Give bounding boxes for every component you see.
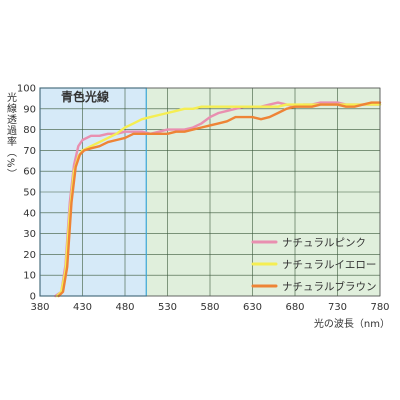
x-tick-label: 580 <box>200 302 219 313</box>
x-tick-label: 530 <box>158 302 177 313</box>
x-tick-label: 730 <box>328 302 347 313</box>
y-tick-label: 40 <box>23 208 36 219</box>
x-tick-label: 680 <box>285 302 304 313</box>
y-tick-label: 50 <box>23 188 36 199</box>
x-tick-label: 480 <box>115 302 134 313</box>
series-line-1 <box>54 101 382 298</box>
x-tick-label: 430 <box>73 302 92 313</box>
y-tick-label: 80 <box>23 125 36 136</box>
legend-label-2: ナチュラルイエロー <box>282 259 376 271</box>
legend-label-3: ナチュラルブラウン <box>282 280 377 293</box>
y-tick-label: 20 <box>23 250 36 261</box>
y-tick-label: 10 <box>23 271 36 282</box>
x-axis-label: 光の波長（nm） <box>314 317 390 330</box>
y-tick-label: 70 <box>23 146 36 157</box>
plot-frame <box>39 87 381 297</box>
y-tick-label: 60 <box>23 167 36 178</box>
legend-label-1: ナチュラルピンク <box>282 237 366 249</box>
region-label: 青色光線 <box>61 89 109 104</box>
x-tick-label: 380 <box>30 302 49 313</box>
y-axis-label: 光線透過率（%） <box>5 91 17 180</box>
x-tick-label: 630 <box>243 302 262 313</box>
y-tick-label: 0 <box>30 292 36 303</box>
y-tick-label: 100 <box>17 84 36 95</box>
y-tick-label: 90 <box>23 104 36 115</box>
y-tick-label: 30 <box>23 229 36 240</box>
series-line-3 <box>57 101 382 298</box>
x-tick-label: 780 <box>370 302 389 313</box>
